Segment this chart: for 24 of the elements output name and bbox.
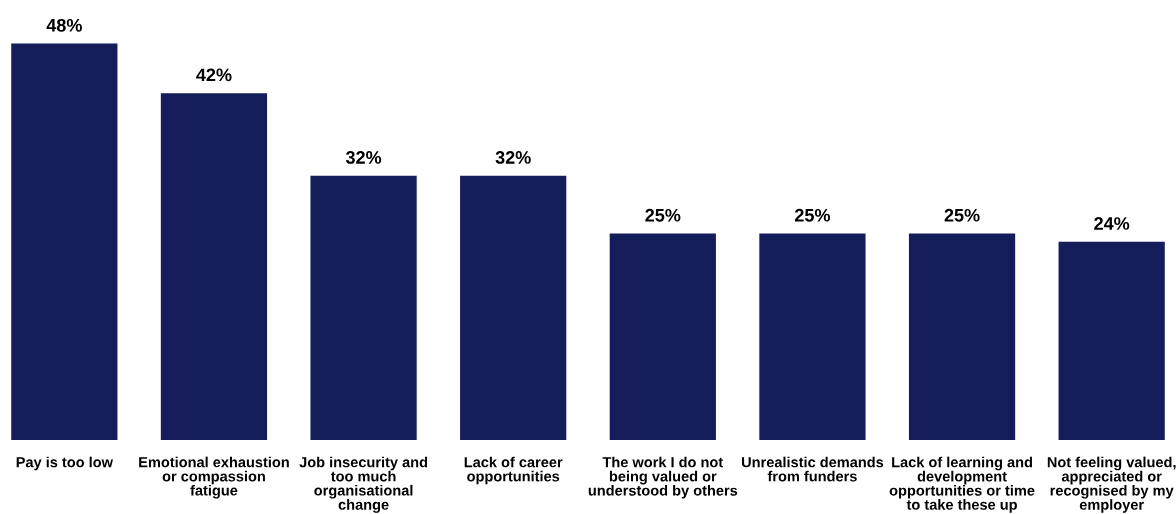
bar bbox=[460, 175, 567, 440]
x-tick-label: Pay is too low bbox=[16, 456, 113, 471]
x-tick-label: Job insecurity and too much organisational change bbox=[299, 456, 428, 513]
x-tick-label: Lack of learning and development opportunities or time to take these up bbox=[889, 456, 1035, 513]
bar bbox=[908, 233, 1016, 440]
data-label: 32% bbox=[495, 151, 531, 164]
data-label: 25% bbox=[645, 208, 681, 222]
bar bbox=[310, 175, 417, 440]
x-tick-label: Not feeling valued, appreciated or recognised by my employer bbox=[1047, 456, 1176, 513]
x-tick-label: Emotional exhaustion or compassion fatigue bbox=[139, 456, 289, 499]
data-label: 25% bbox=[944, 208, 980, 222]
data-label: 25% bbox=[794, 208, 831, 222]
x-tick-label: Unrealistic demands from funders bbox=[741, 456, 884, 482]
data-label: 42% bbox=[196, 68, 232, 82]
data-label: 32% bbox=[345, 151, 382, 164]
x-tick-label: Lack of career opportunities bbox=[464, 456, 563, 485]
data-label: 48% bbox=[46, 18, 82, 32]
bar bbox=[609, 233, 716, 440]
bar bbox=[759, 233, 866, 440]
bar bbox=[160, 93, 268, 440]
data-label: 24% bbox=[1094, 217, 1130, 230]
x-tick-label: The work I do not being valued or understood by others bbox=[588, 456, 738, 499]
bar bbox=[11, 43, 118, 440]
bar bbox=[1058, 241, 1165, 440]
